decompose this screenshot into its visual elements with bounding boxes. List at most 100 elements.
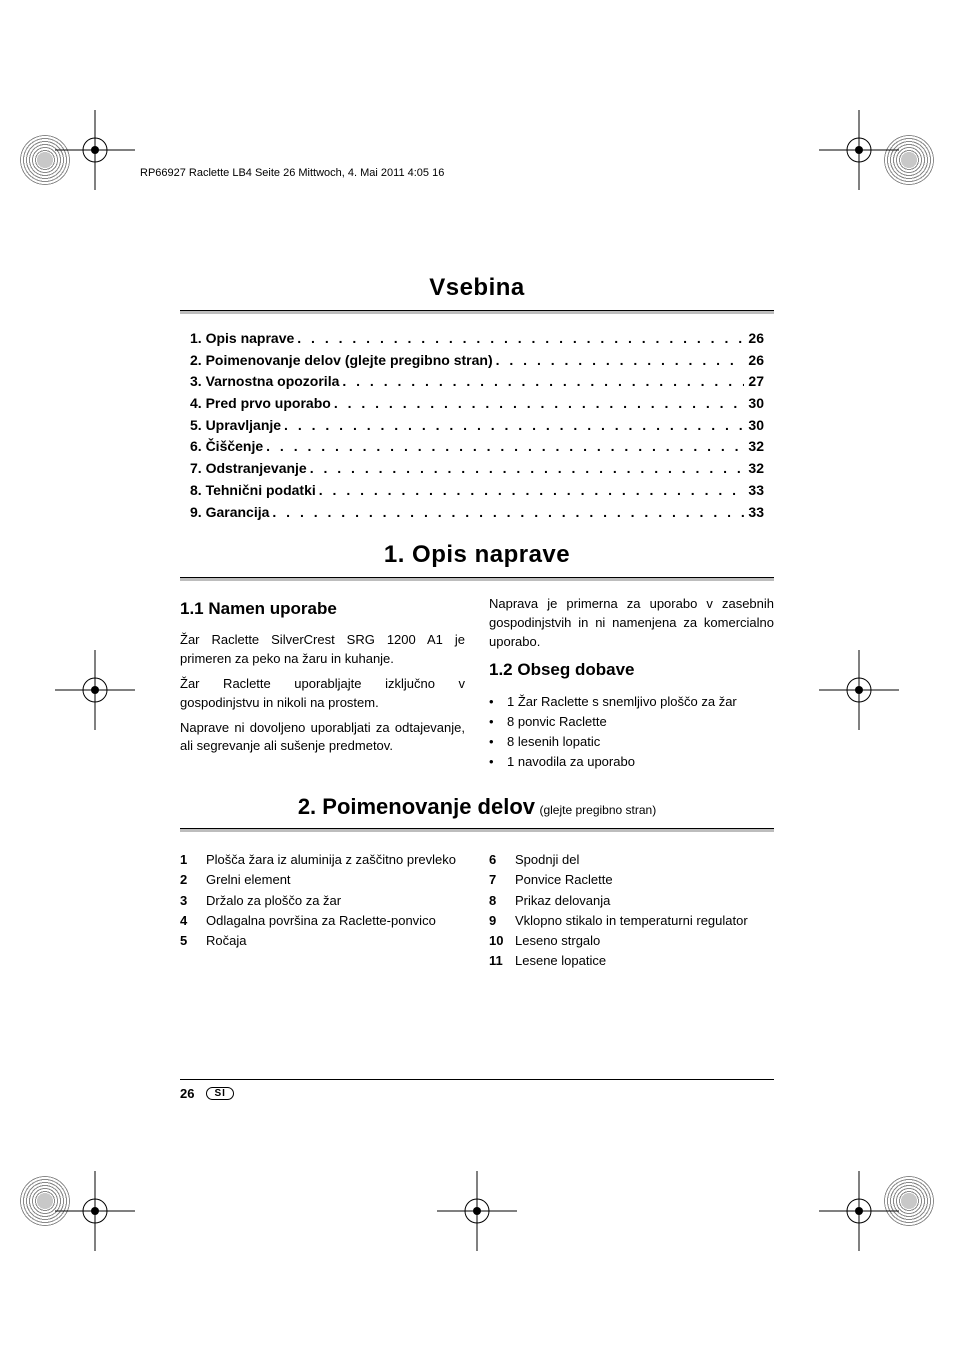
- toc-leader-dots: [263, 436, 744, 458]
- part-text: Leseno strgalo: [515, 931, 774, 951]
- toc-row: 2. Poimenovanje delov (glejte pregibno s…: [190, 350, 764, 372]
- part-text: Ponvice Raclette: [515, 870, 774, 890]
- list-item: •1 navodila za uporabo: [489, 752, 774, 772]
- table-of-contents: 1. Opis naprave 26 2. Poimenovanje delov…: [190, 328, 764, 523]
- toc-row: 8. Tehnični podatki 33: [190, 480, 764, 502]
- bullet-icon: •: [489, 692, 507, 712]
- parts-left-column: 1Plošča žara iz aluminija z zaščitno pre…: [180, 850, 465, 971]
- toc-page: 32: [744, 436, 764, 458]
- bullet-icon: •: [489, 732, 507, 752]
- part-number: 4: [180, 911, 206, 931]
- crop-mark-icon: [55, 650, 135, 730]
- body-paragraph: Žar Raclette SilverCrest SRG 1200 A1 je …: [180, 631, 465, 669]
- part-row: 8Prikaz delovanja: [489, 891, 774, 911]
- list-item-text: 8 lesenih lopatic: [507, 732, 600, 752]
- toc-label: 8. Tehnični podatki: [190, 480, 316, 502]
- parts-columns: 1Plošča žara iz aluminija z zaščitno pre…: [180, 850, 774, 971]
- toc-label: 9. Garancija: [190, 502, 269, 524]
- part-row: 1Plošča žara iz aluminija z zaščitno pre…: [180, 850, 465, 870]
- toc-page: 32: [744, 458, 764, 480]
- toc-page: 33: [744, 502, 764, 524]
- toc-row: 7. Odstranjevanje 32: [190, 458, 764, 480]
- part-text: Plošča žara iz aluminija z zaščitno prev…: [206, 850, 465, 870]
- print-corner-mark: [884, 1176, 934, 1226]
- heading-rule: [180, 828, 774, 832]
- part-row: 5Ročaja: [180, 931, 465, 951]
- parts-heading: 2. Poimenovanje delov (glejte pregibno s…: [180, 794, 774, 820]
- heading-rule: [180, 577, 774, 581]
- left-column: 1.1 Namen uporabe Žar Raclette SilverCre…: [180, 595, 465, 772]
- toc-leader-dots: [294, 328, 744, 350]
- part-number: 3: [180, 891, 206, 911]
- toc-leader-dots: [307, 458, 745, 480]
- part-row: 7Ponvice Raclette: [489, 870, 774, 890]
- toc-label: 4. Pred prvo uporabo: [190, 393, 331, 415]
- part-number: 8: [489, 891, 515, 911]
- toc-leader-dots: [281, 415, 744, 437]
- toc-label: 3. Varnostna opozorila: [190, 371, 339, 393]
- print-header-meta: RP66927 Raclette LB4 Seite 26 Mittwoch, …: [140, 167, 444, 179]
- print-corner-mark: [884, 135, 934, 185]
- country-code-badge: SI: [206, 1087, 233, 1100]
- toc-label: 1. Opis naprave: [190, 328, 294, 350]
- toc-page: 26: [744, 350, 764, 372]
- bullet-icon: •: [489, 752, 507, 772]
- toc-row: 4. Pred prvo uporabo 30: [190, 393, 764, 415]
- toc-leader-dots: [339, 371, 744, 393]
- part-row: 2Grelni element: [180, 870, 465, 890]
- toc-page: 30: [744, 415, 764, 437]
- toc-row: 1. Opis naprave 26: [190, 328, 764, 350]
- page-content: Vsebina 1. Opis naprave 26 2. Poimenovan…: [180, 260, 774, 971]
- parts-heading-note: (glejte pregibno stran): [539, 803, 656, 817]
- toc-label: 2. Poimenovanje delov (glejte pregibno s…: [190, 350, 493, 372]
- part-number: 9: [489, 911, 515, 931]
- crop-mark-icon: [819, 650, 899, 730]
- device-description-columns: 1.1 Namen uporabe Žar Raclette SilverCre…: [180, 595, 774, 772]
- purpose-subheading: 1.1 Namen uporabe: [180, 599, 465, 619]
- body-paragraph: Naprava je primerna za uporabo v zasebni…: [489, 595, 774, 652]
- toc-row: 6. Čiščenje 32: [190, 436, 764, 458]
- toc-row: 9. Garancija 33: [190, 502, 764, 524]
- toc-leader-dots: [269, 502, 744, 524]
- scope-list: •1 Žar Raclette s snemljivo ploščo za ža…: [489, 692, 774, 773]
- toc-label: 7. Odstranjevanje: [190, 458, 307, 480]
- part-text: Lesene lopatice: [515, 951, 774, 971]
- body-paragraph: Žar Raclette uporabljajte izključno v go…: [180, 675, 465, 713]
- toc-page: 33: [744, 480, 764, 502]
- list-item: •8 ponvic Raclette: [489, 712, 774, 732]
- page-footer: 26 SI: [180, 1079, 774, 1101]
- list-item: •8 lesenih lopatic: [489, 732, 774, 752]
- part-text: Prikaz delovanja: [515, 891, 774, 911]
- print-corner-mark: [20, 1176, 70, 1226]
- body-paragraph: Naprave ni dovoljeno uporabljati za odta…: [180, 719, 465, 757]
- print-corner-mark: [20, 135, 70, 185]
- part-row: 3Držalo za ploščo za žar: [180, 891, 465, 911]
- heading-rule: [180, 310, 774, 314]
- toc-row: 3. Varnostna opozorila 27: [190, 371, 764, 393]
- parts-right-column: 6Spodnji del 7Ponvice Raclette 8Prikaz d…: [489, 850, 774, 971]
- part-number: 5: [180, 931, 206, 951]
- toc-page: 27: [744, 371, 764, 393]
- toc-leader-dots: [316, 480, 745, 502]
- part-text: Spodnji del: [515, 850, 774, 870]
- part-number: 2: [180, 870, 206, 890]
- device-description-heading: 1. Opis naprave: [180, 541, 774, 569]
- part-number: 10: [489, 931, 515, 951]
- page-number: 26: [180, 1086, 194, 1101]
- part-text: Ročaja: [206, 931, 465, 951]
- part-number: 7: [489, 870, 515, 890]
- part-row: 9Vklopno stikalo in temperaturni regulat…: [489, 911, 774, 931]
- list-item-text: 8 ponvic Raclette: [507, 712, 607, 732]
- toc-leader-dots: [331, 393, 745, 415]
- toc-label: 6. Čiščenje: [190, 436, 263, 458]
- part-text: Odlagalna površina za Raclette-ponvico: [206, 911, 465, 931]
- right-column: Naprava je primerna za uporabo v zasebni…: [489, 595, 774, 772]
- parts-heading-main: 2. Poimenovanje delov: [298, 794, 535, 819]
- toc-page: 30: [744, 393, 764, 415]
- part-row: 10Leseno strgalo: [489, 931, 774, 951]
- contents-heading: Vsebina: [180, 274, 774, 302]
- bullet-icon: •: [489, 712, 507, 732]
- part-row: 6Spodnji del: [489, 850, 774, 870]
- part-number: 6: [489, 850, 515, 870]
- list-item-text: 1 navodila za uporabo: [507, 752, 635, 772]
